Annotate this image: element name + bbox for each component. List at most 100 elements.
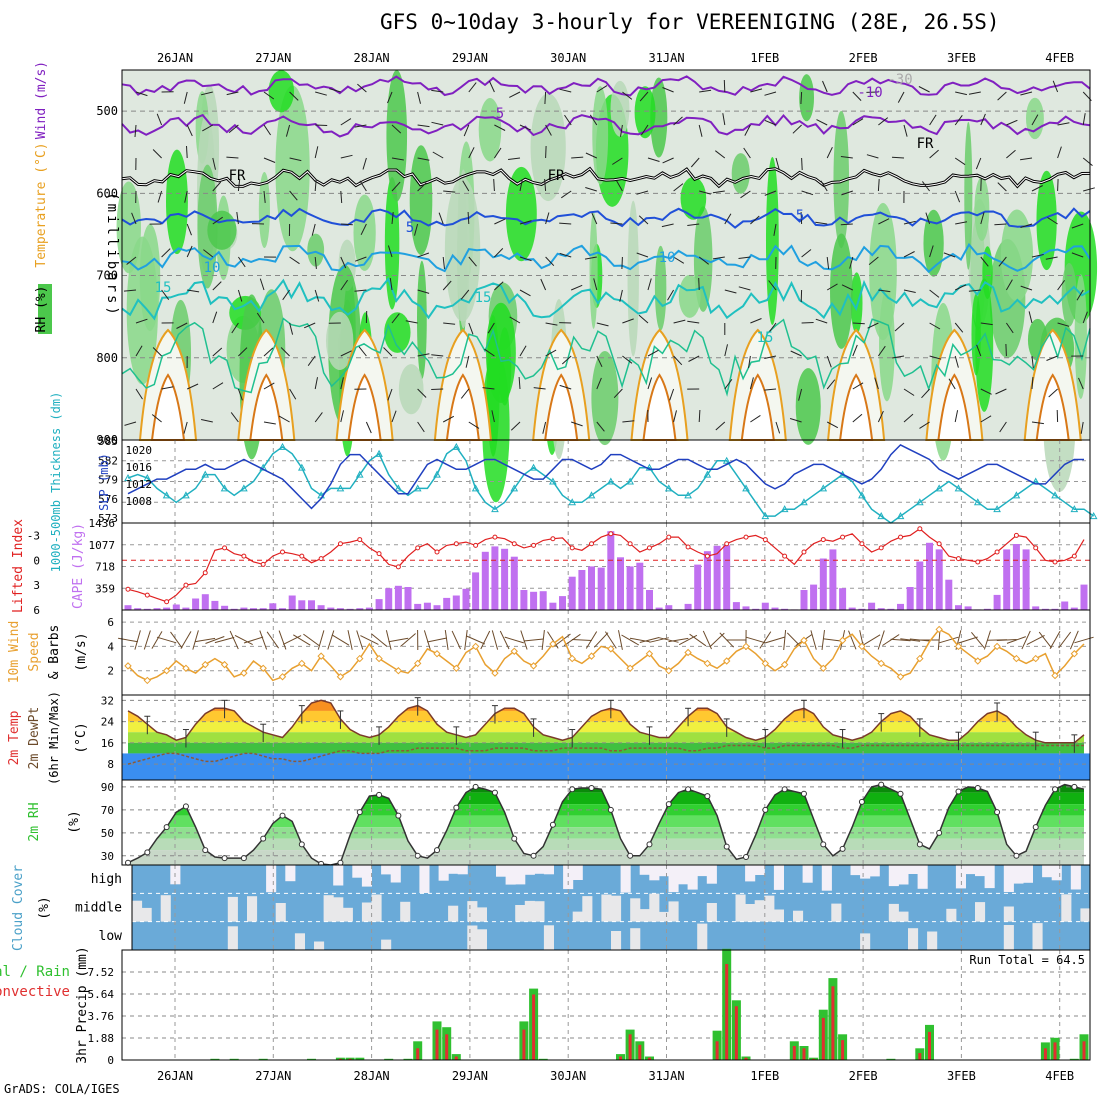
- wind-barb: [230, 412, 239, 423]
- wind-barb: [662, 157, 674, 164]
- wind-barb: [1057, 122, 1070, 126]
- precip-total-bar: [403, 1058, 413, 1060]
- lifted-index-marker: [685, 544, 691, 550]
- lifted-index-marker: [183, 582, 189, 588]
- wind-barb: [152, 347, 162, 357]
- wind-barb: [212, 216, 223, 225]
- cloud-cell: [946, 908, 957, 922]
- precip-convective-bar: [744, 1057, 748, 1060]
- thickness-line-marker: [452, 442, 461, 450]
- wind-barb: [203, 249, 214, 258]
- wind-barb-10m: [668, 637, 689, 643]
- lifted-tick: 6: [33, 604, 40, 617]
- wind-speed-line-marker: [954, 642, 963, 651]
- wind-barb-10m: [658, 637, 679, 643]
- wind-barb-10m: [958, 636, 978, 644]
- wind-speed-line-marker: [1051, 671, 1059, 680]
- lifted-index-marker: [589, 541, 595, 547]
- wind-barb: [135, 91, 148, 97]
- thickness-line-marker: [433, 470, 441, 478]
- cloud-cell: [975, 902, 986, 922]
- cloud-cell: [793, 910, 804, 922]
- lifted-index-marker: [531, 542, 537, 548]
- wind-barb: [417, 289, 430, 294]
- cape-bar: [1070, 607, 1078, 610]
- lifted-index-marker: [415, 545, 421, 551]
- rh-line-marker: [1013, 852, 1020, 859]
- cape-bar: [404, 587, 412, 610]
- wind-barb: [183, 421, 188, 434]
- thickness-line-marker: [220, 484, 229, 492]
- wind-barb-10m: [1021, 630, 1031, 650]
- thickness-line-marker: [896, 512, 905, 520]
- wind-barb: [314, 377, 318, 390]
- bottom-day-label-28JAN: 28JAN: [354, 1069, 390, 1083]
- wind-barb: [131, 212, 137, 225]
- wind-barb: [354, 124, 367, 128]
- rh-line-marker: [878, 781, 885, 788]
- contour-label: 15: [155, 280, 172, 296]
- wind-barb: [542, 421, 547, 434]
- rh-patch: [325, 311, 354, 371]
- cloud-cell: [773, 865, 784, 890]
- thickness-line-marker: [993, 505, 1001, 513]
- wind-barb: [699, 89, 712, 93]
- wind-tick-6: 6: [107, 616, 114, 629]
- cape-bar: [588, 566, 595, 610]
- wind-legend-label: Wind (m/s): [34, 61, 49, 139]
- isotherm-20: [121, 317, 1091, 397]
- wind-barb: [903, 124, 908, 137]
- thickness-line-marker: [645, 463, 654, 471]
- wind-barb: [638, 215, 649, 225]
- precip-convective-bar: [792, 1046, 796, 1060]
- wind-barb: [840, 223, 853, 226]
- thickness-line-marker: [858, 491, 866, 499]
- wind-barb: [533, 387, 546, 390]
- cape-bar: [848, 607, 856, 610]
- wind-barb: [355, 256, 367, 262]
- wind-barb: [954, 322, 964, 333]
- wind-barb: [1080, 421, 1084, 434]
- cape-bar: [607, 531, 615, 610]
- thickness-line-marker: [549, 477, 557, 485]
- wind-barb-10m: [890, 638, 911, 642]
- cape-bar: [800, 590, 808, 610]
- wind-barb: [621, 256, 623, 270]
- wind-barb: [640, 124, 649, 136]
- cape-bar: [1051, 608, 1059, 610]
- wind-barb: [1006, 119, 1018, 126]
- lifted-index-marker: [550, 536, 556, 542]
- wind-barb: [800, 211, 803, 225]
- wind-barb: [237, 179, 241, 192]
- precip-convective-bar: [628, 1034, 632, 1060]
- wind-barb: [488, 80, 495, 93]
- wind-barb: [1057, 322, 1070, 327]
- rh-line-marker: [820, 841, 827, 848]
- temp-tick-24: 24: [101, 716, 115, 729]
- wind-barb: [589, 114, 598, 126]
- wind-barb: [226, 91, 239, 96]
- cloud-cell: [160, 895, 171, 922]
- top-day-label-31JAN: 31JAN: [648, 51, 684, 65]
- cloud-cell: [965, 865, 976, 875]
- wind-barb: [383, 347, 393, 357]
- lifted-index-marker: [840, 534, 846, 540]
- rh-patch: [591, 350, 619, 446]
- top-day-label-2FEB: 2FEB: [849, 51, 878, 65]
- wind-barb: [1031, 185, 1043, 192]
- wind-barb: [673, 319, 686, 324]
- cloud-cell: [745, 865, 756, 882]
- cloud-cell: [247, 896, 258, 922]
- wind-barb: [622, 91, 633, 100]
- precip-frame: [121, 949, 1091, 1061]
- wind-barb-10m: [360, 635, 379, 645]
- lifted-index-marker: [1013, 532, 1019, 538]
- wind-barb: [620, 124, 623, 137]
- rh-patch: [398, 364, 424, 415]
- lifted-index-marker: [762, 537, 768, 543]
- wind-barb: [289, 91, 299, 101]
- wind-barb-10m: [259, 630, 268, 650]
- cape-bar: [713, 545, 721, 610]
- wind-barb-10m: [278, 630, 287, 650]
- wind-barb: [878, 218, 890, 225]
